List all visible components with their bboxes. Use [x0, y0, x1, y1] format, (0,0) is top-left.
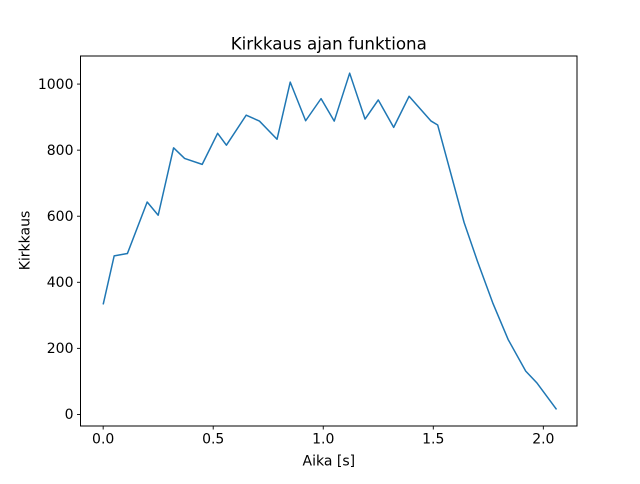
- y-tick-label: 200: [47, 341, 74, 357]
- y-tick-label: 600: [47, 209, 74, 225]
- x-tick-label: 1.5: [422, 432, 444, 448]
- y-tick-label: 0: [65, 407, 74, 423]
- axes-frame: [80, 55, 578, 427]
- chart-title: Kirkkaus ajan funktiona: [231, 34, 427, 54]
- x-tick-label: 0.0: [92, 432, 114, 448]
- plot-area: 0.0 0.5 1.0 1.5 2.0 0 200 400 600 800 1000: [38, 55, 578, 448]
- y-tick-label: 800: [47, 143, 74, 159]
- y-tick-label: 400: [47, 275, 74, 291]
- data-line-series: [102, 72, 558, 410]
- x-tick-label: 2.0: [532, 432, 554, 448]
- y-tick-label: 1000: [38, 77, 74, 93]
- y-axis-label: Kirkkaus: [18, 211, 34, 271]
- x-tick-label: 0.5: [202, 432, 224, 448]
- x-axis-label: Aika [s]: [303, 454, 356, 470]
- x-tick-label: 1.0: [312, 432, 334, 448]
